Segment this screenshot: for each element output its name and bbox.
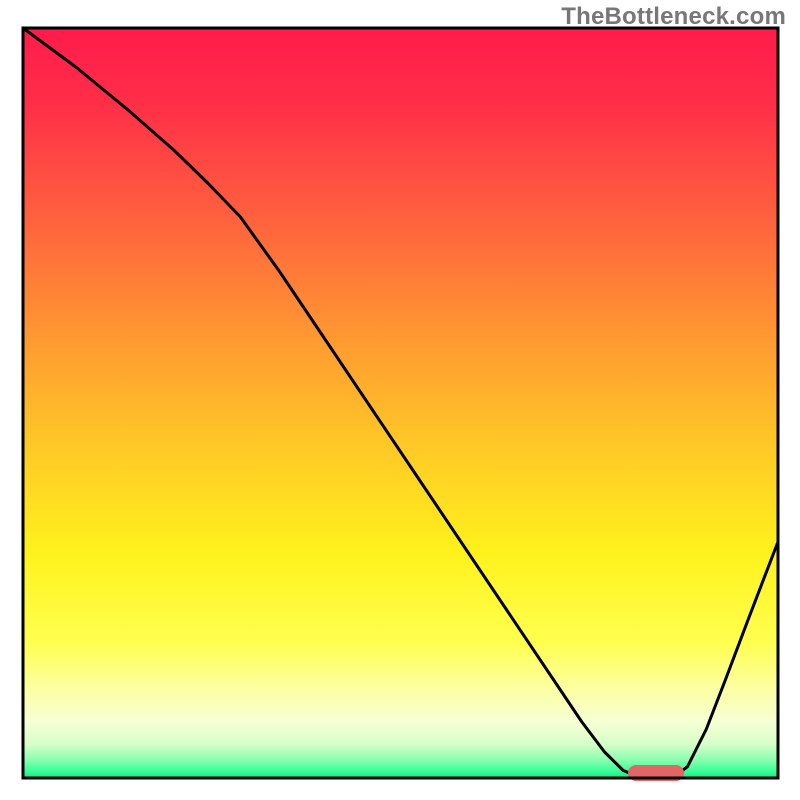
chart-container: TheBottleneck.com <box>0 0 800 800</box>
border-layer <box>0 0 800 800</box>
watermark-text: TheBottleneck.com <box>561 3 786 31</box>
plot-border <box>23 28 778 778</box>
